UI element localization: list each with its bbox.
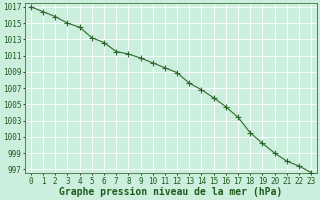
X-axis label: Graphe pression niveau de la mer (hPa): Graphe pression niveau de la mer (hPa) <box>60 187 283 197</box>
